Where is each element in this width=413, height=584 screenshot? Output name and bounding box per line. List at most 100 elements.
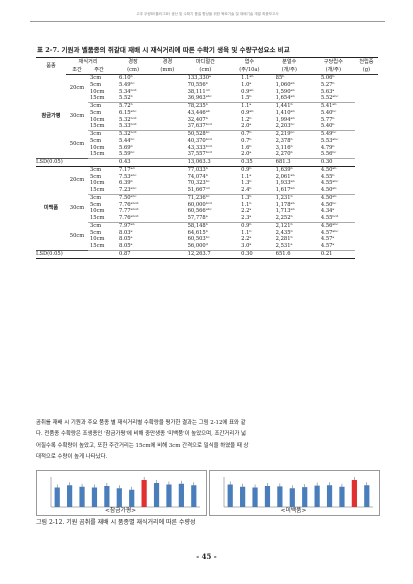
- value-cell: [156, 236, 178, 243]
- value-cell: 4.55ᵃᵇᶜ: [320, 180, 339, 187]
- value-cell: [156, 82, 178, 89]
- bar: [252, 487, 258, 507]
- value-cell: 1,590ᵃᵇ: [275, 88, 295, 95]
- bar: [339, 486, 345, 507]
- figure-caption: 그림 2-12. 기원 곰취를 재배 시 품종별 재식거리에 따른 수량성: [36, 519, 196, 526]
- unit-1: (mm): [156, 66, 179, 75]
- table-row: 10cm 8.05ᵃ 60,503ᵇᶜ 2.2ᵃ 2,281ᵇ 4.57ᵃ: [36, 236, 378, 243]
- value-cell: 4.79ᵇ: [320, 144, 335, 151]
- value-cell: [156, 95, 179, 104]
- col-h1: 경경: [156, 57, 179, 66]
- table-row: 10cm 5.32ᵇᶜᵈ 32,407ᵇ 1.2ᵇ 1,994ᵃᵇ 5.77ᵇ: [36, 117, 378, 124]
- col-h5: 구당립수: [311, 57, 355, 66]
- row-spacing-cell: 50cm: [69, 232, 85, 239]
- table-row: 15cm 7.76ᵃᵇᶜᵈ 57,778ᵃ 2.3ᵃ 2,252ᵇ 4.55ᵇᶜᵈ: [36, 215, 378, 223]
- value-cell: 6.10ᵇ: [119, 75, 133, 81]
- value-cell: 0.7ᵇ: [241, 137, 252, 144]
- value-cell: 1,933ᵃᵇ: [275, 180, 295, 187]
- value-cell: 1,410ᵃᵇ: [275, 109, 295, 116]
- variety-cell: 참금가평: [41, 112, 61, 119]
- lsd-value: 13,063.3: [178, 158, 233, 167]
- bar: [364, 485, 370, 507]
- value-cell: 1.1ᵇ: [241, 201, 252, 208]
- value-cell: 2,219ᵇᶜ: [275, 131, 295, 137]
- value-cell: 5.32ᵇᶜᵈ: [119, 131, 137, 137]
- value-cell: 1,441ᵇ: [275, 103, 293, 109]
- value-cell: 5.56ᵇᶜ: [311, 151, 355, 160]
- plant-spacing-cell: 15cm: [88, 187, 110, 195]
- value-cell: 2,203ᵇᶜ: [266, 123, 312, 132]
- value-cell: [156, 117, 178, 124]
- value-cell: 1,713ᵃᵇ: [275, 208, 295, 215]
- value-cell: 37,557ᵇᶜᵈ: [178, 151, 233, 160]
- bar: [153, 483, 160, 507]
- para-line: 대적으로 수량이 높게 나타났다.: [36, 453, 108, 460]
- value-cell: 5.63ᵃ: [320, 88, 335, 95]
- lsd-value: 651.6: [266, 249, 312, 259]
- value-cell: 8.03ᵃ: [119, 229, 133, 236]
- value-cell: 5.52ᵃᵇᶜ: [311, 95, 355, 104]
- para-line: 다. 전품종 수확량은 조생종인 '참금가평'에 비해 중만생종 '미백품'이 …: [36, 431, 246, 438]
- bar: [264, 486, 271, 507]
- value-cell: 0.9ᵃᵇ: [241, 109, 254, 116]
- value-cell: [156, 123, 179, 132]
- lsd-row: LSD(0.05) 0.43 13,063.3 0.35 681.3 0.30: [36, 158, 378, 167]
- bar: [314, 485, 320, 507]
- value-cell: [156, 138, 178, 145]
- value-cell: 77,033ᵇ: [187, 166, 208, 173]
- row-spacing-cell: 20cm: [69, 177, 85, 184]
- plant-spacing-cell: 10cm: [90, 180, 105, 187]
- value-cell: 58,148ᵇ: [187, 222, 208, 229]
- unit-5: (개/주): [311, 66, 355, 75]
- value-cell: [156, 75, 178, 82]
- col-row-sp: 조간: [66, 66, 88, 75]
- value-cell: [156, 174, 178, 181]
- value-cell: 6.39ᵇ: [119, 180, 133, 187]
- bar: [141, 480, 147, 507]
- figure-label-right: <미백품>: [280, 508, 307, 514]
- value-cell: 7.53ᵃᵇᶜ: [119, 173, 137, 180]
- value-cell: 2.2ᵃ: [241, 208, 252, 215]
- table-row: 15cm 5.33ᵇᶜᵈ 37,637ᵇᶜᵈ 2.0ᵃ 2,203ᵇᶜ 5.40ᵇ: [36, 123, 378, 132]
- value-cell: 5.72ᵇ: [119, 103, 133, 109]
- value-cell: 4.55ᵇᶜᵈ: [311, 215, 355, 223]
- value-cell: 0.9ᵃᵇ: [241, 88, 254, 95]
- value-cell: 2,270ᵇ: [266, 151, 312, 160]
- value-cell: 1,994ᵃᵇ: [275, 116, 295, 123]
- value-cell: 7.77ᵃᵇᶜᵈ: [119, 208, 139, 215]
- unit-6: (g): [354, 66, 378, 75]
- lsd-value: [156, 249, 179, 259]
- value-cell: 4.55ᵇ: [320, 173, 335, 180]
- value-cell: 1.5ᵇ: [232, 95, 267, 104]
- value-cell: 7.76ᵃᵇᶜᵈ: [110, 215, 157, 223]
- lsd-value: 0.30: [311, 158, 355, 167]
- value-cell: 38,111ᶜᵈ: [187, 88, 210, 95]
- value-cell: 6.15ᵃᵇᶜ: [119, 109, 137, 116]
- value-cell: 3,116ᵇ: [275, 144, 293, 151]
- table-row: 50cm 3cm 7.97ᵃᵇ 58,148ᵇ 0.9ᵇ 2,121ᵇ 4.56ᵃᵇᶜ: [36, 222, 378, 239]
- bar: [351, 480, 357, 507]
- value-cell: 4.50ᵇᶜ: [320, 201, 337, 208]
- bar: [302, 487, 308, 507]
- value-cell: 5.40ᵇ: [311, 123, 355, 132]
- unit-3: (주/10a): [232, 66, 267, 75]
- value-cell: 4.57ᵃ: [311, 243, 355, 251]
- row-spacing-cell: 20cm: [69, 85, 85, 92]
- value-cell: [156, 145, 178, 152]
- lsd-label: LSD(0.05): [36, 249, 110, 259]
- plant-spacing-cell: 3cm: [90, 131, 102, 137]
- value-cell: 1.2ᵇ: [241, 116, 252, 123]
- value-cell: 4.56ᵃᵇᶜ: [320, 222, 339, 229]
- value-cell: [156, 180, 178, 187]
- col-spacing: 재식거리: [66, 57, 110, 66]
- page-number: - 45 -: [196, 552, 217, 561]
- plant-spacing-cell: 5cm: [90, 173, 102, 180]
- value-cell: 1,231ᵇ: [275, 194, 293, 201]
- variety-cell: 미백품: [43, 204, 59, 211]
- value-cell: 1.1ᵃᵇ: [241, 75, 254, 81]
- row-spacing-cell: 30cm: [69, 204, 85, 211]
- unit-0: (cm): [110, 66, 157, 75]
- value-cell: 4.50ᵃᵇ: [320, 166, 337, 173]
- plant-spacing-cell: 3cm: [90, 166, 102, 173]
- bar: [240, 486, 246, 507]
